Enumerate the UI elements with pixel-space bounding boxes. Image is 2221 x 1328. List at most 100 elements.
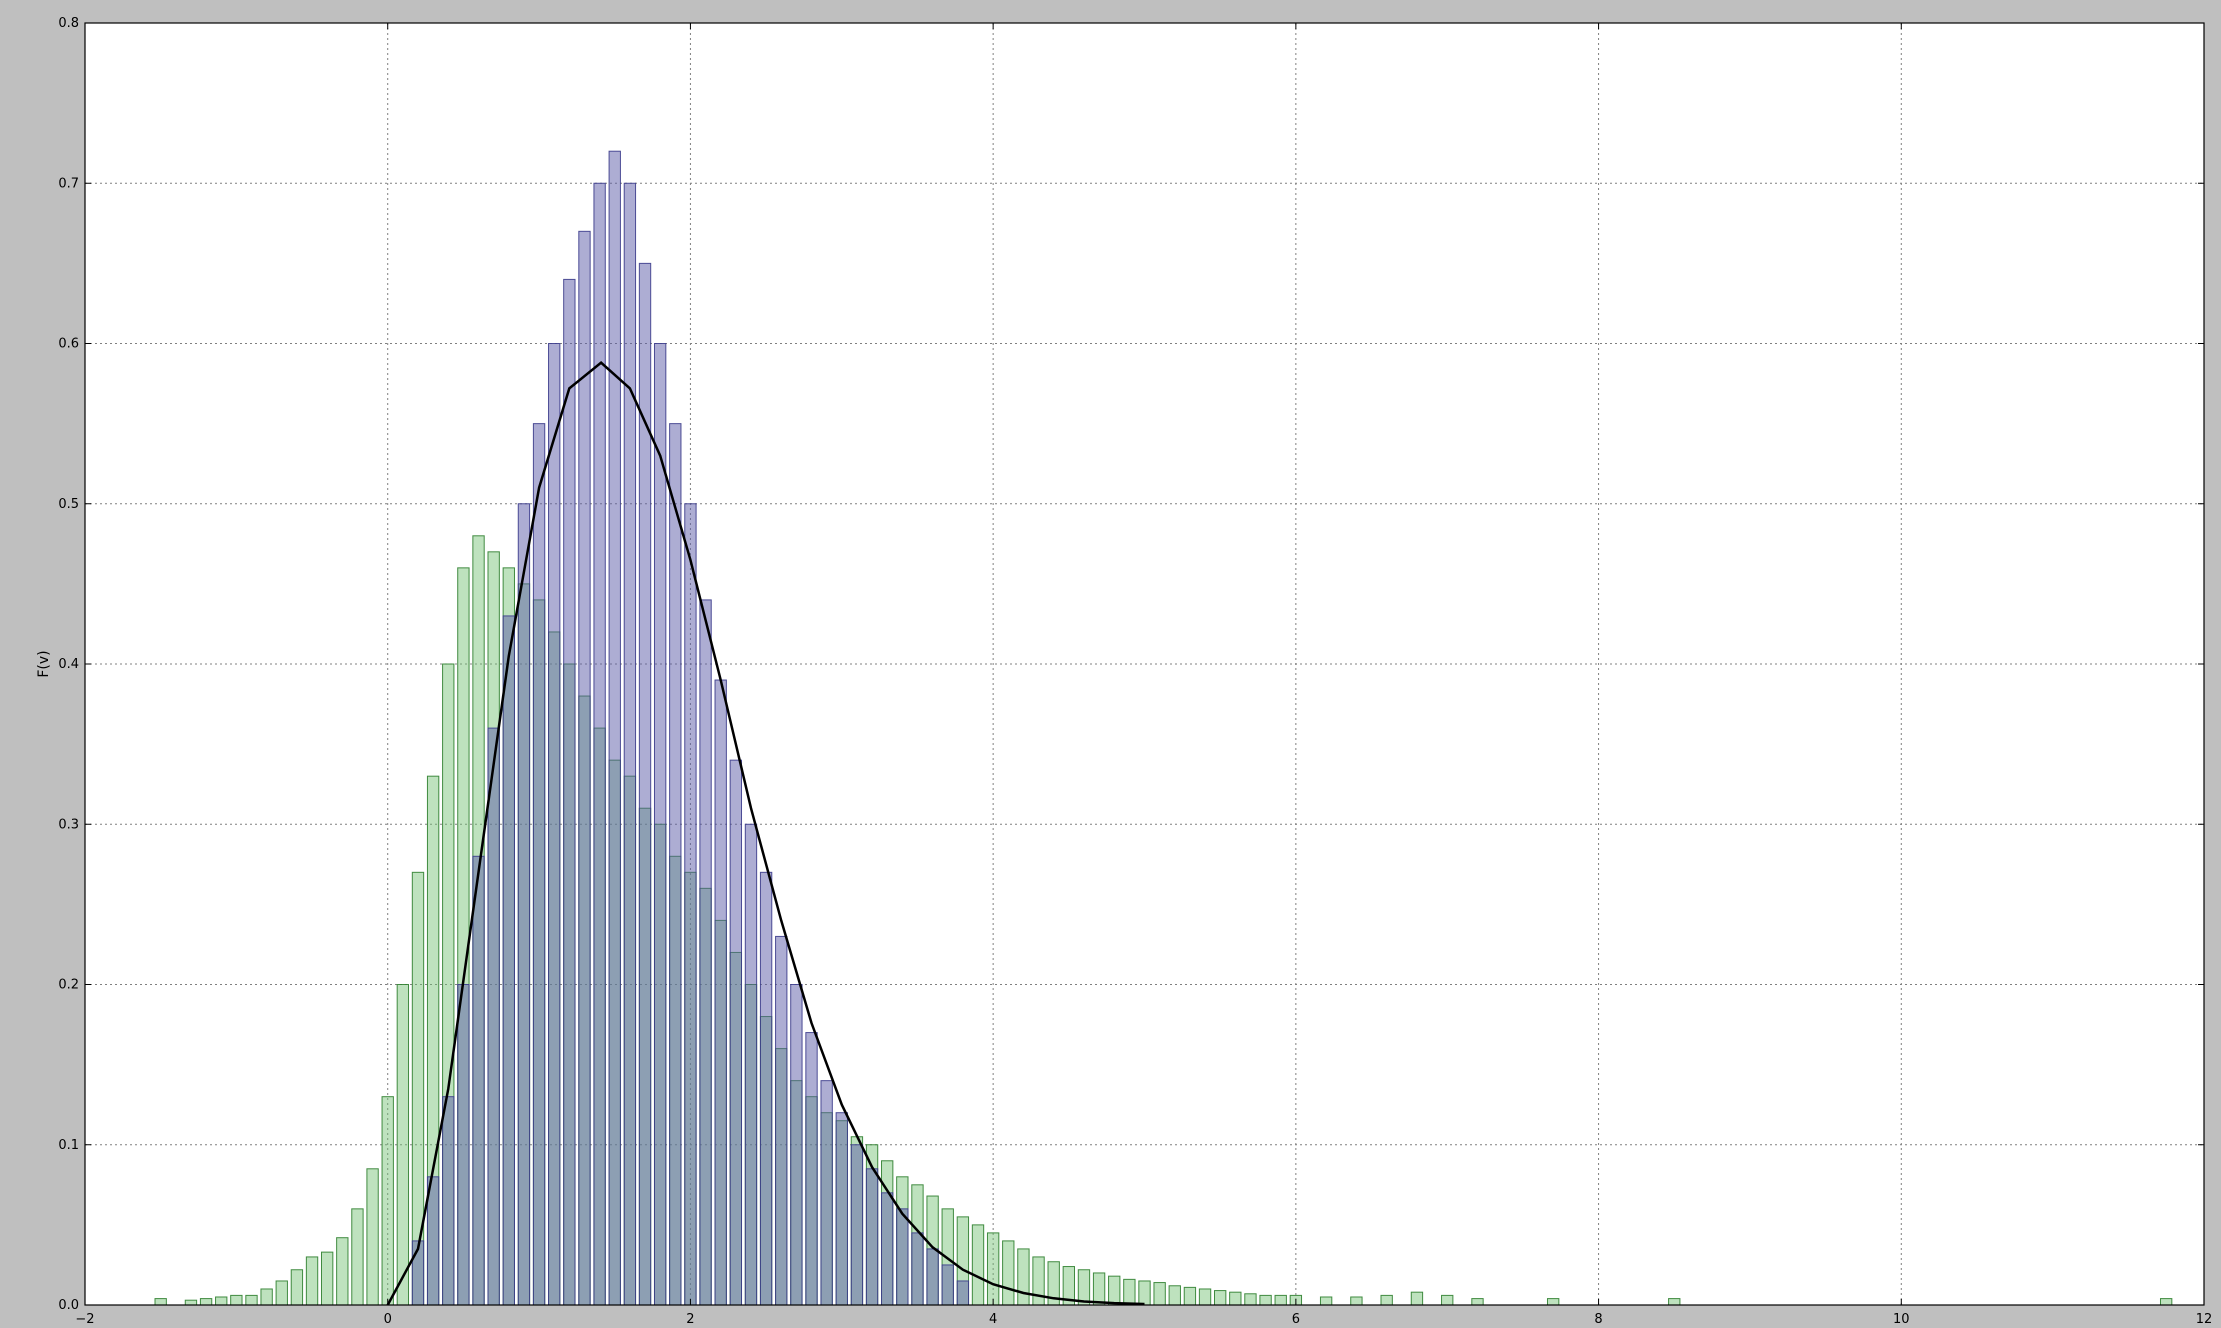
y-axis-label: F(v) xyxy=(36,650,52,677)
x-tick-label: 0 xyxy=(384,1312,392,1327)
x-tick-label: 8 xyxy=(1594,1312,1602,1327)
blue-histogram-bar xyxy=(820,1080,833,1306)
x-tick-label: −2 xyxy=(75,1312,94,1327)
green-histogram-bar xyxy=(1229,1291,1242,1306)
green-histogram-bar xyxy=(366,1168,379,1306)
green-histogram-bar xyxy=(1471,1298,1484,1306)
density-curve xyxy=(386,361,1145,1306)
y-tick-label: 0.3 xyxy=(58,817,79,832)
blue-histogram-bar xyxy=(563,278,576,1306)
blue-histogram-bar xyxy=(502,615,515,1306)
green-histogram-bar xyxy=(396,984,410,1306)
green-histogram-bar xyxy=(1441,1294,1454,1306)
green-histogram-bar xyxy=(215,1296,228,1306)
green-histogram-bar xyxy=(230,1294,243,1306)
green-histogram-bar xyxy=(320,1251,334,1306)
blue-histogram-bar xyxy=(714,679,727,1306)
blue-histogram-bar xyxy=(926,1248,939,1306)
green-histogram-bar xyxy=(1183,1286,1197,1306)
x-tick-label: 4 xyxy=(989,1312,997,1327)
green-histogram-bar xyxy=(1077,1269,1091,1306)
green-histogram-bar xyxy=(1350,1296,1363,1306)
y-tick-label: 0.7 xyxy=(58,176,79,191)
y-tick-label: 0.8 xyxy=(58,16,79,31)
green-histogram-bar xyxy=(1153,1282,1166,1306)
blue-histogram-bar xyxy=(684,503,697,1306)
y-tick-label: 0.1 xyxy=(58,1138,79,1153)
green-histogram-bar xyxy=(275,1280,288,1306)
green-histogram-bar xyxy=(986,1232,1000,1306)
blue-histogram-bar xyxy=(896,1208,909,1306)
blue-histogram-bar xyxy=(850,1144,864,1306)
green-histogram-bar xyxy=(411,871,425,1306)
blue-histogram-bar xyxy=(941,1264,954,1306)
green-histogram-bar xyxy=(1274,1294,1287,1306)
blue-histogram-bar xyxy=(744,823,758,1306)
green-histogram-bar xyxy=(336,1237,349,1306)
green-histogram-bar xyxy=(351,1208,364,1306)
axis-ticks: −2 0 2 4 6 8 10 12 0.0 0.1 0.2 0.3 0.4 0.5 0.6 0.7 0.8 xyxy=(58,16,2212,1327)
blue-histogram-bar xyxy=(472,855,485,1306)
green-histogram-bar xyxy=(1410,1291,1424,1306)
green-histogram-bar xyxy=(1198,1288,1212,1306)
blue-histogram-bar xyxy=(669,423,682,1306)
green-histogram-bar xyxy=(154,1298,167,1306)
blue-histogram-bar xyxy=(835,1112,848,1306)
blue-histogram-bar xyxy=(623,182,637,1306)
green-histogram-bar xyxy=(1380,1294,1393,1306)
blue-histogram-bar xyxy=(699,599,712,1306)
y-tick-label: 0.4 xyxy=(58,657,79,672)
blue-histogram-bar xyxy=(881,1192,894,1306)
y-tick-label: 0.6 xyxy=(58,337,79,352)
green-histogram-bar xyxy=(1092,1272,1106,1306)
blue-histogram-bar xyxy=(865,1168,879,1306)
green-histogram-bar xyxy=(1668,1298,1681,1306)
x-tick-label: 6 xyxy=(1292,1312,1300,1327)
blue-histogram-bar xyxy=(805,1032,818,1306)
green-histogram-bar xyxy=(1214,1290,1227,1306)
blue-histogram-bar xyxy=(517,503,531,1306)
green-histogram-bar xyxy=(199,1298,213,1306)
blue-histogram-bar xyxy=(759,871,773,1306)
green-histogram-bar xyxy=(971,1224,985,1306)
green-histogram-bar xyxy=(1138,1280,1151,1306)
green-histogram-bar xyxy=(305,1256,319,1306)
blue-histogram-bar xyxy=(729,759,743,1306)
blue-histogram-series xyxy=(411,150,970,1306)
blue-histogram-bar xyxy=(548,343,561,1306)
green-histogram-bar xyxy=(1546,1298,1560,1306)
green-histogram-bar xyxy=(381,1096,394,1306)
y-tick-label: 0.0 xyxy=(58,1298,79,1313)
blue-histogram-bar xyxy=(578,230,591,1306)
blue-histogram-bar xyxy=(593,182,606,1306)
green-histogram-bar xyxy=(1168,1285,1181,1306)
green-histogram-bar xyxy=(2159,1298,2173,1306)
green-histogram-bar xyxy=(260,1288,273,1306)
green-histogram-bar xyxy=(1108,1275,1121,1306)
green-histogram-bar xyxy=(1123,1278,1136,1306)
blue-histogram-bar xyxy=(608,150,621,1306)
x-tick-label: 2 xyxy=(686,1312,694,1327)
green-histogram-bar xyxy=(1319,1296,1333,1306)
green-histogram-bar xyxy=(184,1299,198,1306)
x-tick-label: 12 xyxy=(2196,1312,2213,1327)
blue-histogram-bar xyxy=(775,935,788,1306)
green-histogram-bar xyxy=(1002,1240,1015,1306)
blue-histogram-bar xyxy=(442,1096,455,1306)
blue-histogram-bar xyxy=(956,1280,970,1306)
blue-histogram-bar xyxy=(457,984,470,1306)
green-histogram-bar xyxy=(1017,1248,1030,1306)
blue-histogram-bar xyxy=(911,1232,924,1306)
green-histogram-bar xyxy=(1259,1294,1272,1306)
blue-histogram-bar xyxy=(790,984,803,1306)
green-histogram-bar xyxy=(245,1294,258,1306)
green-histogram-bar xyxy=(1032,1256,1045,1306)
blue-histogram-bar xyxy=(532,423,546,1306)
green-histogram-bar xyxy=(1244,1293,1257,1306)
blue-histogram-bar xyxy=(487,727,500,1306)
y-tick-label: 0.5 xyxy=(58,497,79,512)
x-tick-label: 10 xyxy=(1893,1312,1910,1327)
green-histogram-bar xyxy=(290,1269,304,1306)
blue-histogram-bar xyxy=(653,343,667,1306)
